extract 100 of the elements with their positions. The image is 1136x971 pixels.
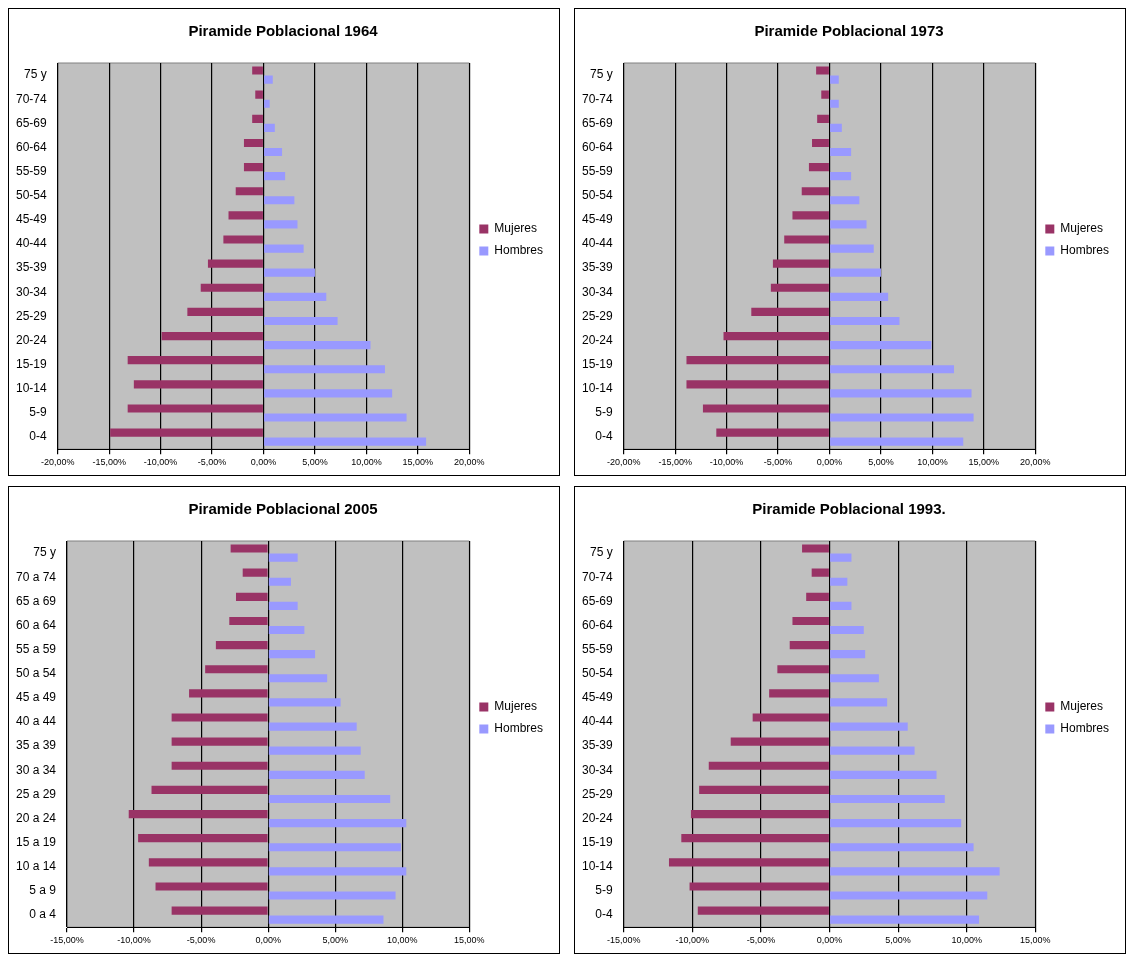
x-tick-label: 0,00%	[255, 935, 281, 946]
bar	[830, 601, 852, 610]
bar	[772, 259, 829, 268]
x-tick-label: 5,00%	[302, 457, 328, 468]
y-tick-label: 60 a 64	[15, 617, 57, 632]
bar	[268, 794, 391, 804]
bar	[716, 428, 829, 437]
x-tick-label: -10,00%	[675, 935, 710, 946]
bar	[686, 356, 829, 365]
x-tick-label: 15,00%	[968, 457, 1000, 468]
bar	[268, 698, 341, 707]
bar	[264, 99, 270, 108]
y-tick-label: 75 y	[590, 545, 613, 560]
bar	[171, 737, 268, 746]
bar	[811, 568, 829, 577]
bar	[808, 163, 829, 172]
chart-title: Piramide Poblacional 1973	[754, 22, 944, 40]
bar	[171, 906, 268, 915]
bar	[138, 834, 268, 843]
bar	[830, 99, 839, 108]
bar	[751, 307, 829, 316]
x-tick-label: -20,00%	[40, 457, 75, 468]
bar	[264, 196, 295, 205]
y-tick-label: 15-19	[581, 835, 614, 850]
bar	[830, 867, 1000, 876]
bar	[830, 220, 867, 229]
x-tick-label: 0,00%	[250, 457, 277, 468]
bar	[830, 365, 955, 374]
bar	[830, 413, 974, 422]
x-tick-label: 5,00%	[868, 457, 894, 468]
bar	[264, 123, 275, 132]
bar	[830, 722, 908, 731]
y-tick-label: 20-24	[15, 332, 48, 347]
x-tick-label: -15,00%	[50, 935, 84, 946]
bar	[200, 283, 263, 292]
bar	[830, 577, 848, 586]
bar	[268, 553, 298, 562]
y-tick-label: 25-29	[581, 308, 614, 323]
y-tick-label: 0-4	[595, 907, 614, 922]
bar	[268, 577, 291, 586]
bar	[830, 891, 988, 900]
y-tick-label: 10-14	[581, 859, 614, 874]
bar	[268, 674, 328, 683]
bar	[830, 341, 932, 350]
bar	[264, 413, 407, 422]
bar	[702, 404, 829, 413]
y-tick-label: 45 a 49	[15, 690, 57, 705]
bar	[830, 196, 860, 205]
bar	[830, 389, 972, 398]
bar	[223, 235, 263, 244]
bar	[264, 75, 273, 84]
y-tick-label: 5-9	[595, 883, 614, 898]
x-tick-label: -15,00%	[606, 935, 641, 946]
y-tick-label: 5-9	[595, 405, 614, 420]
bar	[830, 698, 888, 707]
y-tick-label: 0-4	[595, 429, 614, 444]
bar	[830, 316, 900, 326]
y-tick-label: 55-59	[581, 163, 614, 178]
bar	[264, 437, 427, 446]
bar	[686, 380, 829, 389]
bar	[252, 114, 263, 123]
y-tick-label: 5 a 9	[29, 883, 57, 898]
bar	[243, 163, 263, 172]
bar	[242, 568, 268, 577]
bar	[171, 713, 268, 722]
bar	[264, 244, 304, 253]
y-tick-label: 70-74	[581, 569, 614, 584]
bar	[133, 380, 263, 389]
bar	[205, 665, 268, 674]
bar	[255, 90, 263, 99]
bar	[830, 292, 889, 301]
bar	[264, 147, 283, 157]
bar	[697, 906, 829, 915]
bar	[155, 882, 268, 891]
x-tick-label: -15,00%	[658, 457, 692, 468]
y-tick-label: 25 a 29	[15, 786, 57, 801]
y-tick-label: 30 a 34	[15, 762, 57, 777]
bar	[128, 809, 268, 819]
y-tick-label: 45-49	[15, 212, 48, 227]
bar	[268, 625, 305, 635]
bar	[830, 843, 974, 852]
y-tick-label: 75 y	[24, 67, 47, 82]
legend-label: Mujeres	[1060, 221, 1104, 236]
bar	[264, 172, 286, 181]
bar	[792, 211, 829, 220]
bar	[830, 794, 945, 804]
bar	[264, 316, 338, 326]
bar	[148, 858, 268, 867]
x-tick-label: 5,00%	[885, 935, 911, 946]
y-tick-label: 45-49	[581, 212, 614, 227]
bar	[752, 713, 829, 722]
y-tick-label: 65-69	[15, 115, 48, 130]
bar	[723, 331, 829, 341]
legend-label: Mujeres	[1060, 699, 1104, 714]
x-tick-label: 10,00%	[351, 457, 382, 468]
bar	[161, 331, 263, 341]
y-tick-label: 40-44	[581, 714, 614, 729]
y-tick-label: 10 a 14	[15, 859, 57, 874]
bar	[690, 809, 829, 819]
bar	[668, 858, 829, 867]
